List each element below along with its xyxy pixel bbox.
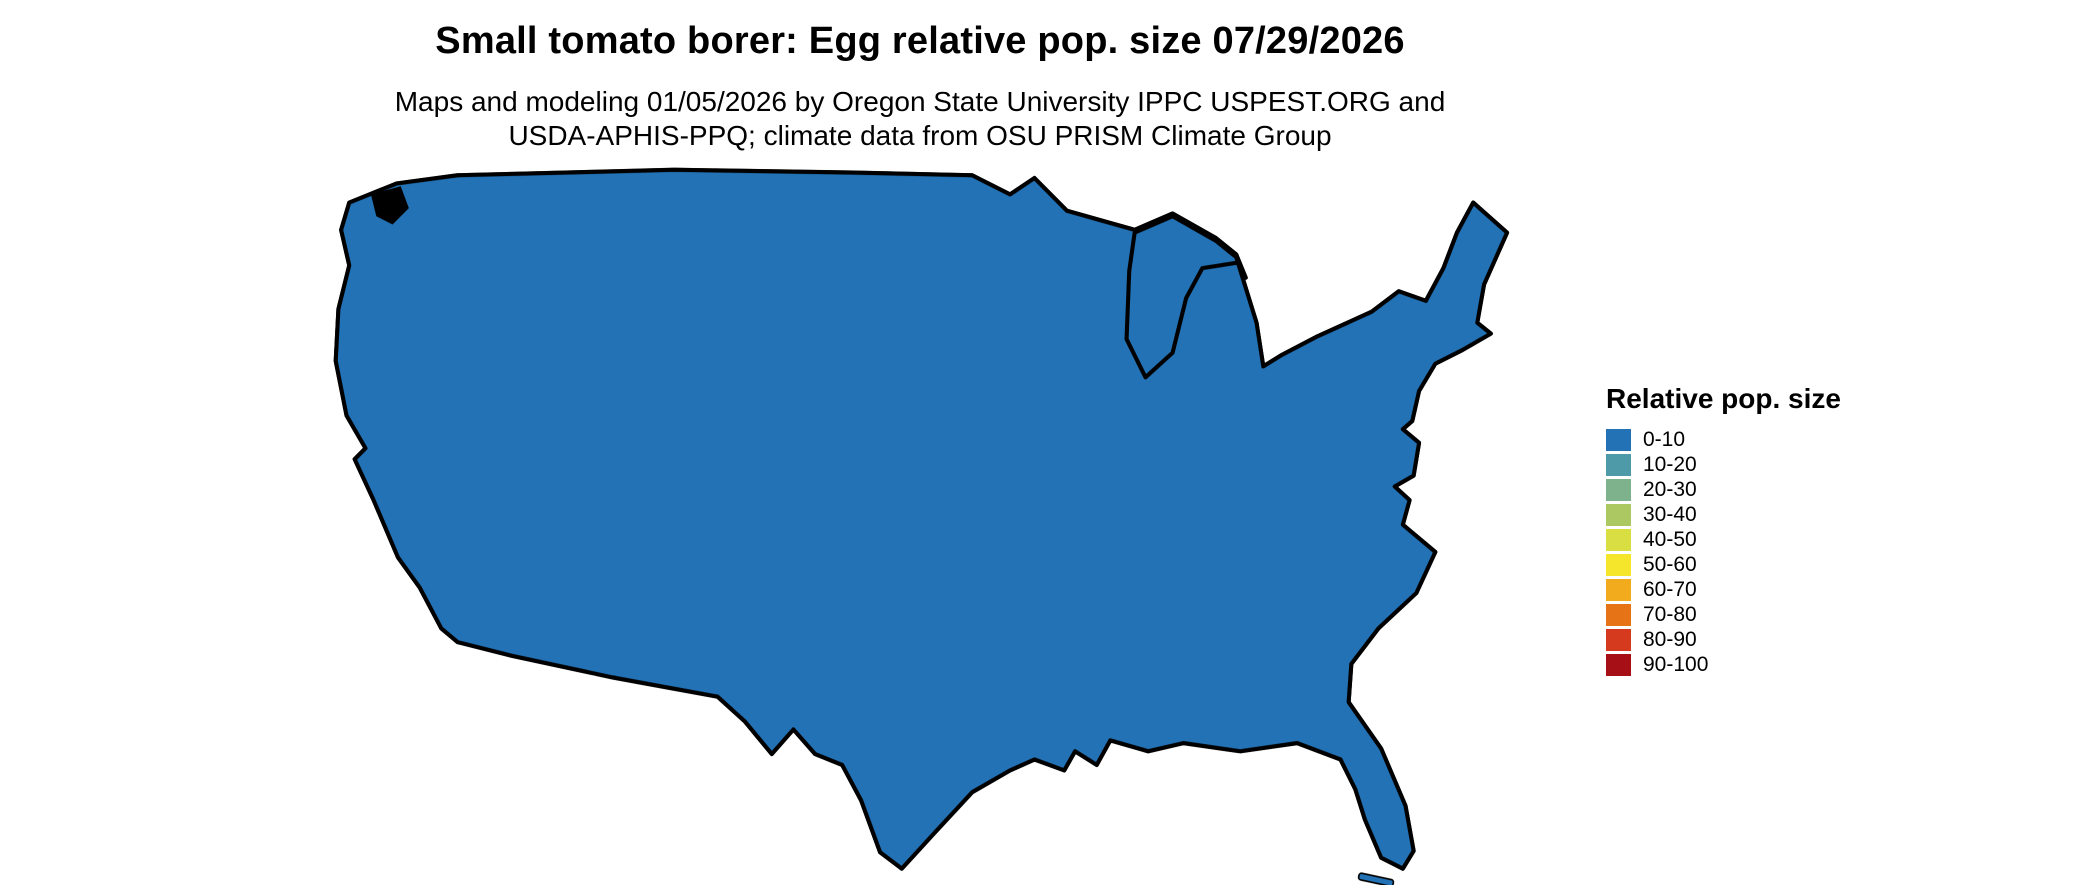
legend-label: 20-30: [1643, 478, 1697, 501]
legend-item: 90-100: [1606, 654, 1926, 676]
legend-item: 10-20: [1606, 454, 1926, 476]
legend-swatch: [1606, 604, 1631, 626]
legend-label: 80-90: [1643, 628, 1697, 651]
legend-label: 10-20: [1643, 453, 1697, 476]
legend-item: 40-50: [1606, 529, 1926, 551]
legend-swatch: [1606, 479, 1631, 501]
puget-sound-detail: [370, 186, 409, 225]
legend-title: Relative pop. size: [1606, 383, 1841, 414]
legend-label: 30-40: [1643, 503, 1697, 526]
us-map-container: [268, 148, 1568, 885]
legend-item: 80-90: [1606, 629, 1926, 651]
legend-items: 0-10 10-20 20-30 30-40 40-50 50-60 60-70 70-80 8…: [1606, 429, 1926, 676]
page-title: Small tomato borer: Egg relative pop. si…: [435, 20, 1405, 62]
us-map: [268, 148, 1568, 885]
country-outline: [336, 170, 1507, 869]
legend-swatch: [1606, 529, 1631, 551]
legend-label: 40-50: [1643, 528, 1697, 551]
legend: Relative pop. size 0-10 10-20 20-30 30-40 40…: [1606, 383, 1926, 679]
legend-swatch: [1606, 554, 1631, 576]
page-subtitle: Maps and modeling 01/05/2026 by Oregon S…: [140, 85, 1700, 153]
legend-swatch: [1606, 654, 1631, 676]
legend-label: 50-60: [1643, 553, 1697, 576]
legend-swatch: [1606, 429, 1631, 451]
subtitle-line-1: Maps and modeling 01/05/2026 by Oregon S…: [394, 86, 1446, 117]
legend-item: 30-40: [1606, 504, 1926, 526]
legend-label: 0-10: [1643, 428, 1686, 451]
legend-swatch: [1606, 579, 1631, 601]
legend-label: 70-80: [1643, 603, 1697, 626]
legend-item: 0-10: [1606, 429, 1926, 451]
legend-swatch: [1606, 454, 1631, 476]
legend-swatch: [1606, 629, 1631, 651]
legend-swatch: [1606, 504, 1631, 526]
legend-label: 90-100: [1643, 653, 1709, 676]
legend-item: 70-80: [1606, 604, 1926, 626]
map-header: Small tomato borer: Egg relative pop. si…: [140, 20, 1700, 153]
legend-item: 20-30: [1606, 479, 1926, 501]
legend-label: 60-70: [1643, 578, 1697, 601]
subtitle-line-2: USDA-APHIS-PPQ; climate data from OSU PR…: [508, 120, 1332, 151]
legend-item: 50-60: [1606, 554, 1926, 576]
florida-keys: [1357, 872, 1395, 885]
legend-item: 60-70: [1606, 579, 1926, 601]
